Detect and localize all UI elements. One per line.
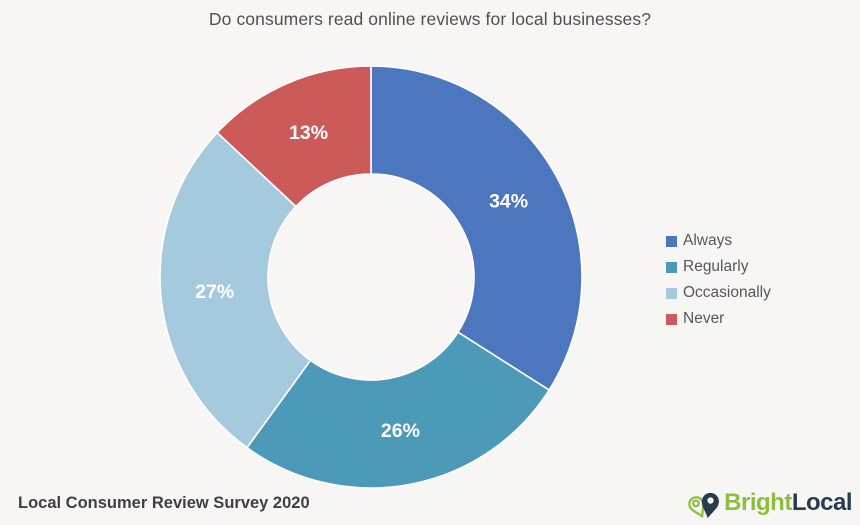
legend-swatch-regularly bbox=[666, 261, 677, 273]
logo-text-bright: Bright bbox=[724, 489, 792, 516]
slice-never bbox=[216, 65, 372, 208]
chart-title: Do consumers read online reviews for loc… bbox=[208, 9, 652, 29]
legend-swatch-always bbox=[666, 235, 677, 247]
brightlocal-pin-icon bbox=[688, 492, 720, 519]
slice-always bbox=[370, 65, 583, 391]
legend-label-occasionally: Occasionally bbox=[683, 284, 771, 301]
source-label: Local Consumer Review Survey 2020 bbox=[18, 494, 310, 512]
legend-item-occasionally: Occasionally bbox=[666, 280, 771, 306]
legend-label-never: Never bbox=[683, 310, 725, 327]
legend-item-always: Always bbox=[666, 228, 771, 254]
slice-regularly bbox=[246, 331, 550, 489]
legend-swatch-never bbox=[666, 313, 677, 325]
slice-label-regularly: 26% bbox=[381, 420, 420, 442]
slice-label-always: 34% bbox=[489, 190, 528, 212]
brightlocal-logo: BrightLocal bbox=[687, 485, 853, 521]
legend-label-regularly: Regularly bbox=[683, 258, 749, 275]
logo-text: BrightLocal bbox=[724, 489, 852, 517]
slice-label-occasionally: 27% bbox=[195, 281, 234, 303]
chart-legend: Always Regularly Occasionally Never bbox=[666, 228, 771, 332]
legend-item-never: Never bbox=[666, 306, 771, 332]
slice-occasionally bbox=[159, 131, 312, 449]
legend-label-always: Always bbox=[683, 232, 733, 249]
logo-text-local: Local bbox=[791, 489, 853, 516]
slice-label-never: 13% bbox=[289, 122, 328, 144]
legend-item-regularly: Regularly bbox=[666, 254, 771, 280]
legend-swatch-occasionally bbox=[666, 287, 677, 299]
